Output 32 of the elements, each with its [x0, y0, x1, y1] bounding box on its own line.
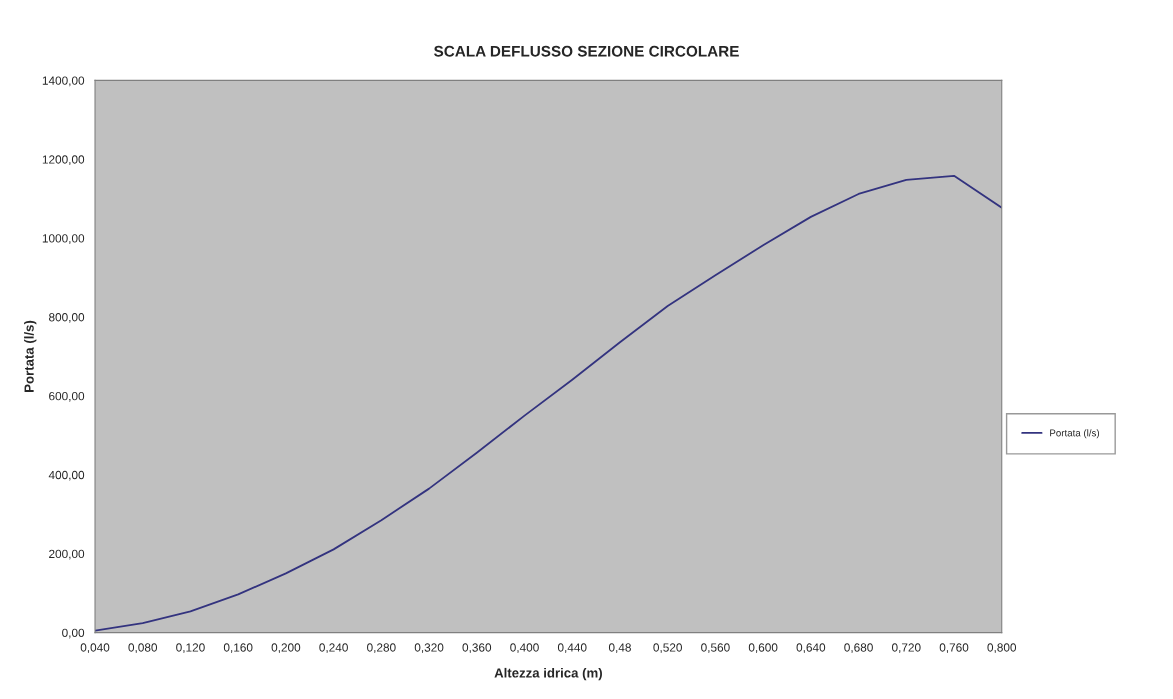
y-tick-label: 200,00 — [49, 549, 85, 560]
y-tick-label: 1400,00 — [42, 76, 85, 87]
y-tick-label: 0,00 — [62, 628, 85, 639]
x-tick-label: 0,200 — [271, 643, 301, 654]
x-tick-label: 0,280 — [367, 643, 396, 654]
x-tick-label: 0,320 — [414, 643, 444, 654]
x-tick-label: 0,720 — [891, 643, 921, 654]
y-tick-label: 1000,00 — [42, 234, 85, 244]
x-tick-label: 0,160 — [223, 643, 253, 654]
x-tick-label: 0,400 — [510, 643, 539, 654]
x-tick-label: 0,760 — [939, 643, 969, 654]
x-tick-label: 0,440 — [557, 643, 587, 654]
legend-label: Portata (l/s) — [1050, 429, 1100, 439]
x-tick-label: 0,520 — [653, 643, 682, 654]
x-tick-label: 0,040 — [80, 643, 110, 654]
x-tick-label: 0,680 — [844, 643, 873, 654]
x-tick-label: 0,080 — [128, 643, 158, 654]
x-tick-label: 0,48 — [608, 643, 631, 654]
x-tick-label: 0,600 — [748, 643, 778, 654]
x-axis-title: Altezza idrica (m) — [494, 667, 602, 681]
x-tick-label: 0,360 — [462, 643, 492, 654]
x-tick-label: 0,560 — [701, 643, 730, 654]
y-tick-label: 400,00 — [48, 470, 85, 481]
y-axis-title: Portata (l/s) — [24, 320, 37, 392]
x-tick-label: 0,120 — [176, 643, 205, 654]
y-tick-label: 1200,00 — [42, 155, 85, 166]
x-tick-label: 0,640 — [796, 643, 826, 654]
x-tick-label: 0,800 — [987, 643, 1017, 654]
chart-title: SCALA DEFLUSSO SEZIONE CIRCOLARE — [434, 45, 739, 57]
x-tick-label: 0,240 — [319, 643, 348, 654]
y-tick-label: 600,00 — [49, 391, 85, 402]
y-tick-label: 800,00 — [49, 313, 85, 323]
